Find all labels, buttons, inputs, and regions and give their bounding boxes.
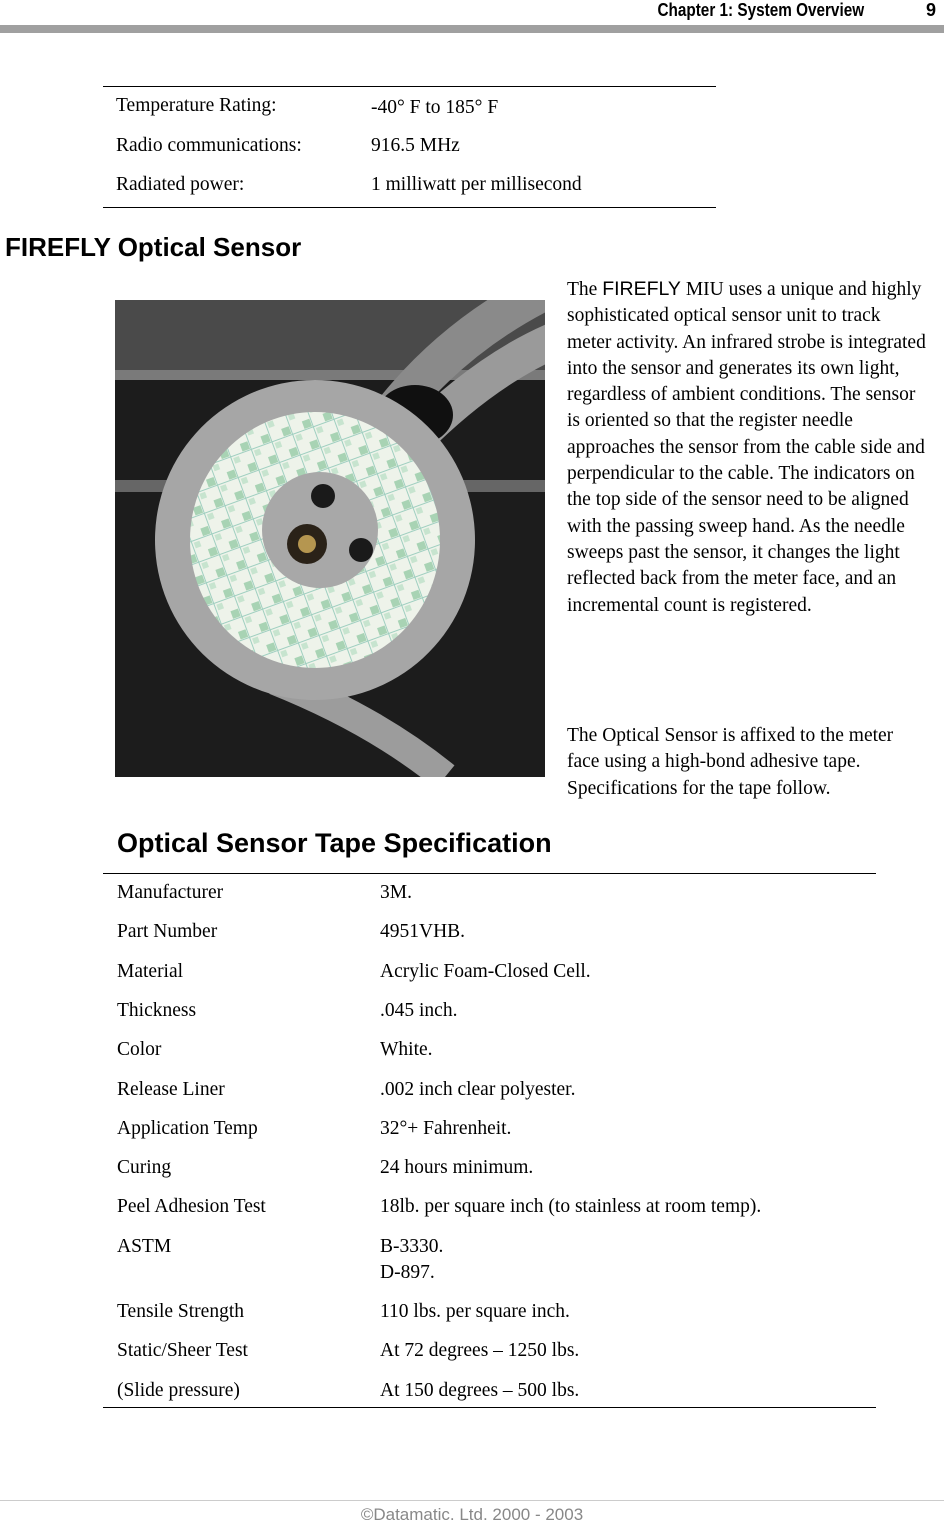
sensor-photo (115, 300, 545, 777)
paragraph: The FIREFLY MIU uses a unique and highly… (567, 276, 929, 619)
spec-value: 24 hours minimum. (380, 1157, 534, 1179)
footer-rule (0, 1500, 944, 1501)
tape-spec-table: Manufacturer 3M. Part Number 4951VHB. Materi… (103, 873, 876, 1408)
spec-value: -40° F to 185° F (371, 97, 499, 118)
specs-table: Temperature Rating: -40° F to 185° F Radio… (103, 86, 716, 208)
spec-label: Peel Adhesion Test (117, 1196, 266, 1218)
spec-value: 32°+ Fahrenheit. (380, 1117, 512, 1139)
spec-value: 18lb. per square inch (to stainless at r… (380, 1196, 762, 1218)
text: The (567, 279, 603, 300)
spec-label: Tensile Strength (117, 1301, 244, 1322)
spec-value: 916.5 MHz (371, 134, 460, 156)
text: MIU uses a unique and highly sophisticat… (567, 279, 926, 616)
spec-label: Temperature Rating: (116, 95, 277, 116)
spec-label: Material (117, 960, 184, 982)
spec-label: Part Number (117, 921, 218, 943)
spec-label: Release Liner (117, 1078, 225, 1100)
section-title: FIREFLY Optical Sensor (5, 232, 302, 262)
spec-label: Curing (117, 1157, 172, 1179)
footer-text: ©Datamatic. Ltd. 2000 - 2003 (360, 1505, 584, 1524)
spec-value: 1 milliwatt per millisecond (371, 174, 582, 195)
subsection-title: Optical Sensor Tape Specification (117, 828, 552, 858)
header-rule (0, 25, 944, 33)
spec-label: Manufacturer (117, 882, 224, 903)
spec-value: 4951VHB. (380, 921, 466, 943)
spec-value: Acrylic Foam-Closed Cell. (380, 960, 591, 982)
page-number: 9 (925, 0, 936, 20)
spec-value: White. (380, 1039, 433, 1061)
spec-label: Static/Sheer Test (117, 1340, 248, 1362)
spec-value: D-897. (380, 1261, 435, 1283)
spec-label: Application Temp (117, 1117, 258, 1139)
spec-value: 110 lbs. per square inch. (380, 1301, 570, 1322)
spec-label: ASTM (117, 1235, 172, 1257)
spec-label: Thickness (117, 999, 197, 1021)
chapter-header: Chapter 1: System Overview (657, 0, 864, 20)
spec-value: At 150 degrees – 500 lbs. (380, 1379, 580, 1401)
spec-value: .002 inch clear polyester. (380, 1078, 576, 1100)
spec-label: (Slide pressure) (117, 1379, 240, 1401)
spec-value: B-3330. (380, 1235, 444, 1257)
spec-label: Color (117, 1039, 162, 1061)
spec-value: 3M. (380, 882, 412, 903)
spec-value: .045 inch. (380, 999, 458, 1021)
paragraph: The Optical Sensor is affixed to the met… (567, 725, 894, 799)
brand-name: FIREFLY (602, 278, 681, 300)
spec-value: At 72 degrees – 1250 lbs. (380, 1340, 580, 1362)
spec-label: Radio communications: (116, 134, 302, 156)
spec-label: Radiated power: (116, 174, 245, 195)
